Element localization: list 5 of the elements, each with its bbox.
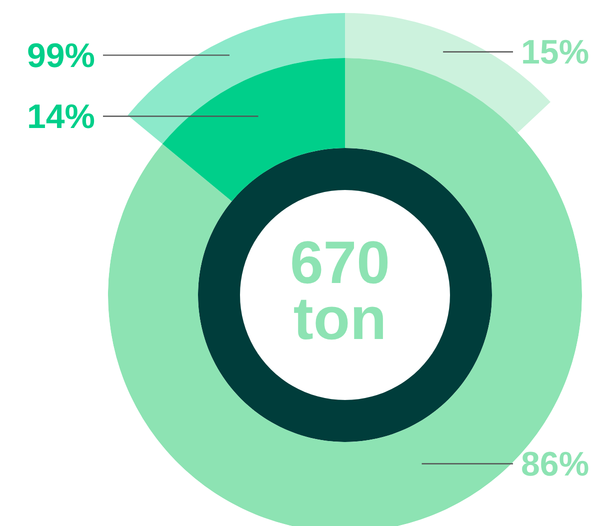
data-label: 14% [26, 98, 95, 136]
data-label: 86% [521, 446, 590, 484]
text: 99% [26, 37, 95, 76]
text: 670 ton [290, 228, 390, 352]
text: 15% [521, 34, 590, 72]
